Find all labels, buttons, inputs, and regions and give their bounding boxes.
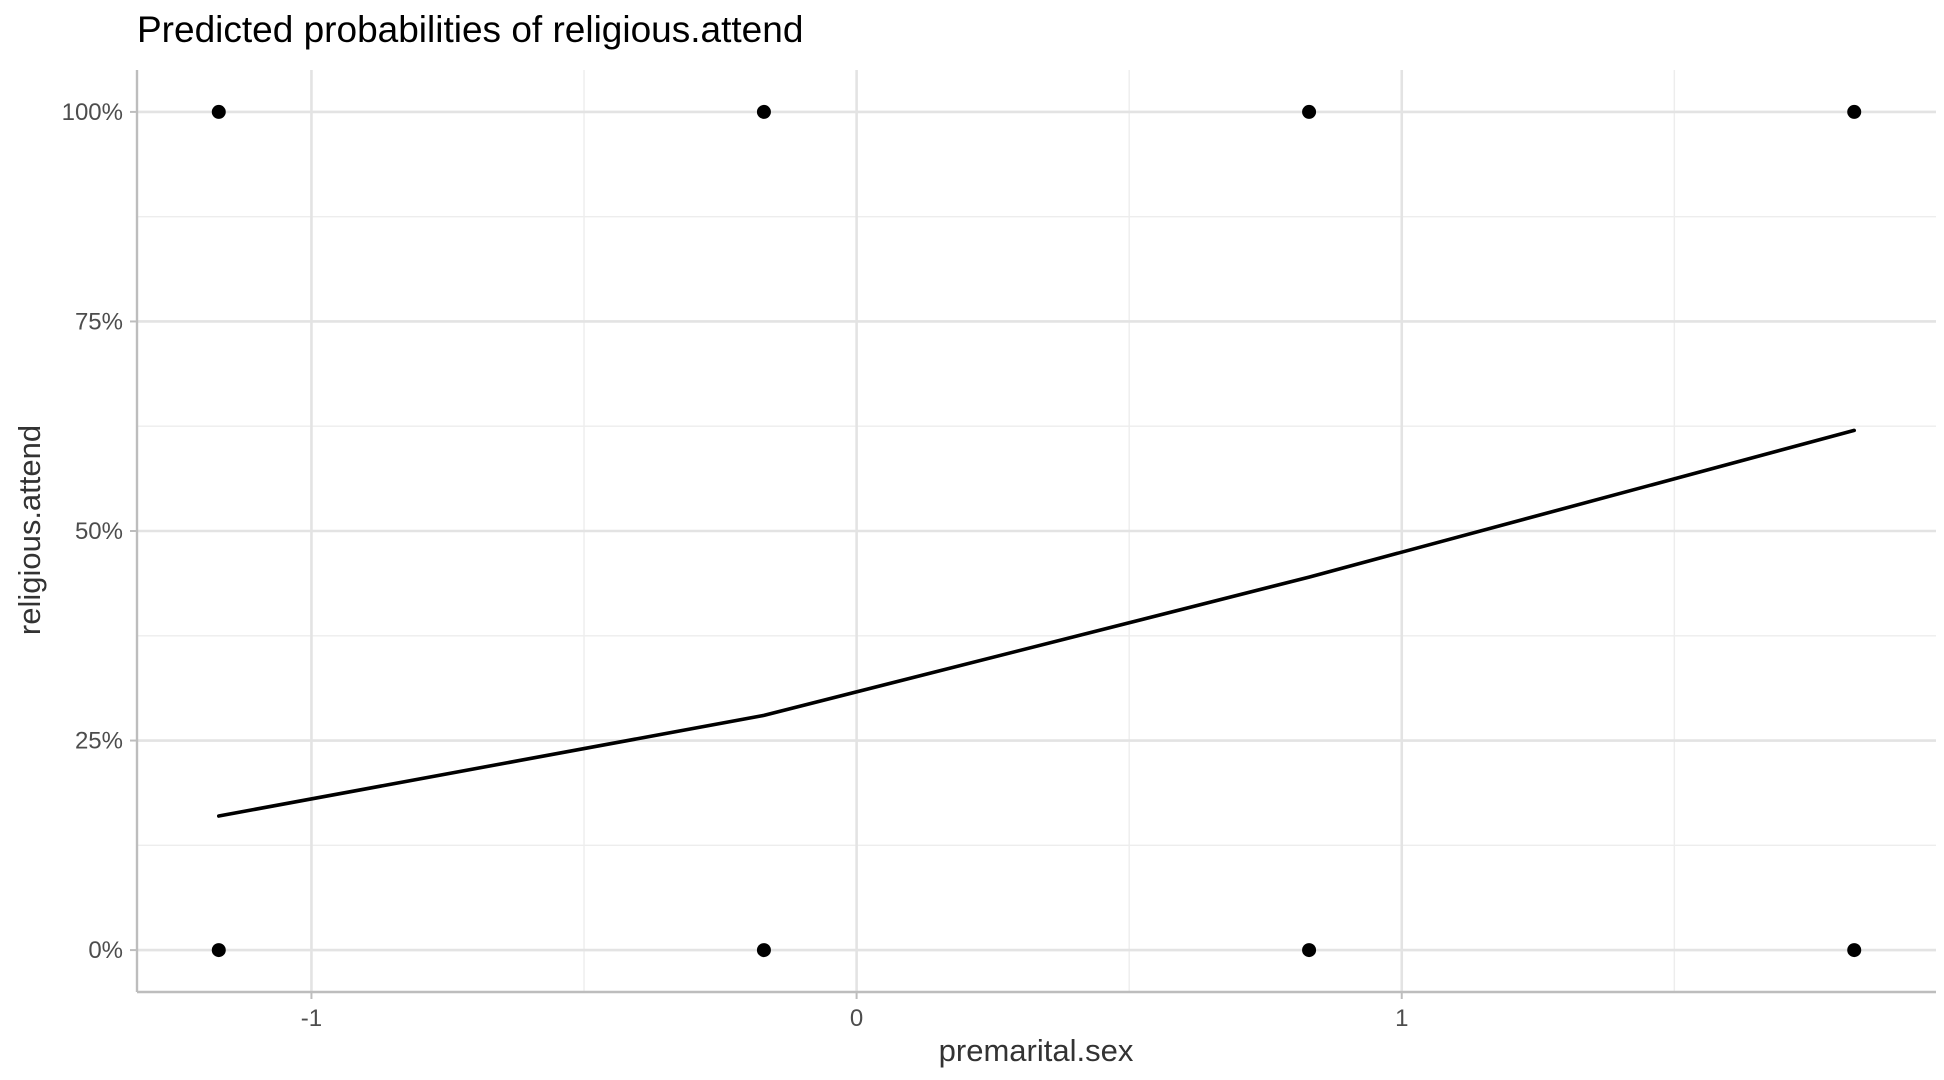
- minor-gridlines: [137, 70, 1936, 992]
- y-tick-label: 25%: [75, 728, 123, 755]
- y-axis-title: religious.attend: [12, 425, 47, 635]
- y-tick-label: 100%: [62, 99, 123, 126]
- x-tick-label: 0: [850, 1005, 863, 1032]
- x-axis-ticks: -1 0 1: [301, 992, 1408, 1032]
- observation-point: [756, 104, 771, 119]
- observation-point: [211, 104, 226, 119]
- x-tick-label: -1: [301, 1005, 322, 1032]
- y-tick-label: 75%: [75, 308, 123, 335]
- data-marks: [211, 104, 1862, 958]
- predicted-probability-line: [217, 428, 1856, 818]
- x-axis-title: premarital.sex: [939, 1033, 1134, 1068]
- observation-point: [756, 943, 771, 958]
- y-tick-label: 50%: [75, 518, 123, 545]
- x-tick-label: 1: [1395, 1005, 1408, 1032]
- y-axis-ticks: 0% 25% 50% 75% 100%: [62, 99, 137, 964]
- chart-title: Predicted probabilities of religious.att…: [137, 9, 803, 50]
- observation-point: [1847, 104, 1862, 119]
- plot-panel: [135, 70, 1936, 994]
- observation-point: [211, 943, 226, 958]
- observation-point: [1302, 943, 1317, 958]
- major-gridlines: [137, 70, 1936, 992]
- y-tick-label: 0%: [88, 937, 123, 964]
- observation-point: [1847, 943, 1862, 958]
- observation-point: [1302, 104, 1317, 119]
